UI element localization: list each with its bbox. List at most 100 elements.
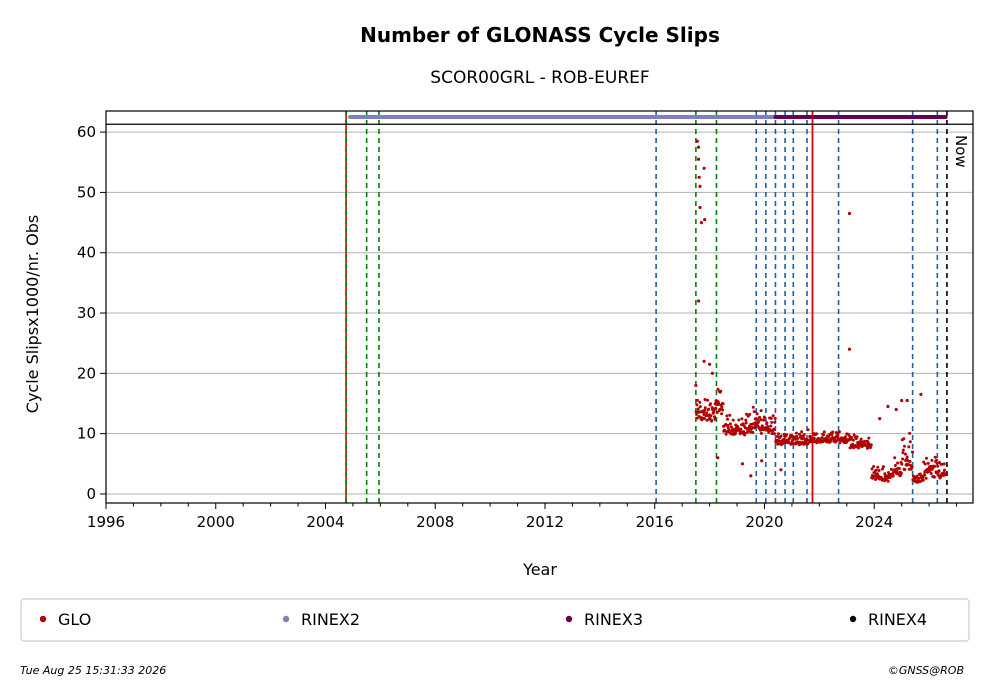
glo-point-201 bbox=[773, 420, 777, 424]
glo-point-347 bbox=[830, 433, 834, 437]
glo-point-529 bbox=[901, 448, 905, 452]
glo-point-327 bbox=[822, 430, 826, 434]
glo-point-286 bbox=[806, 428, 810, 432]
glo-point-602 bbox=[930, 458, 934, 462]
glo-point-269 bbox=[800, 430, 804, 434]
glo-point-547 bbox=[908, 440, 912, 444]
legend-marker-rinex2 bbox=[282, 615, 290, 623]
x-tick-label-1996: 1996 bbox=[87, 513, 125, 531]
glo-point-22 bbox=[703, 408, 707, 412]
glo-point-649 bbox=[708, 362, 712, 366]
glo-point-429 bbox=[862, 440, 866, 443]
glo-point-275 bbox=[802, 442, 806, 446]
x-tick-label-2020: 2020 bbox=[745, 513, 783, 531]
y-axis-label: Cycle Slipsx1000/nr. Obs bbox=[23, 215, 42, 413]
glo-point-144 bbox=[750, 426, 754, 430]
glo-point-166 bbox=[759, 409, 763, 413]
glo-point-50 bbox=[714, 406, 718, 410]
glo-point-660 bbox=[900, 398, 904, 403]
glo-point-189 bbox=[768, 429, 772, 433]
glo-point-87 bbox=[728, 430, 732, 433]
y-tick-label-20: 20 bbox=[77, 364, 96, 382]
glo-point-252 bbox=[793, 437, 797, 441]
glo-point-498 bbox=[889, 467, 893, 471]
glo-point-56 bbox=[716, 387, 720, 391]
glo-point-256 bbox=[794, 431, 798, 435]
data-points bbox=[694, 139, 947, 484]
glo-point-237 bbox=[787, 440, 791, 444]
glo-point-146 bbox=[751, 405, 755, 409]
glo-point-157 bbox=[756, 417, 759, 421]
glo-point-527 bbox=[901, 457, 905, 461]
glo-point-88 bbox=[728, 422, 732, 426]
glo-point-449 bbox=[870, 467, 874, 471]
y-tick-label-40: 40 bbox=[77, 244, 96, 262]
grid bbox=[106, 131, 973, 495]
glo-point-445 bbox=[869, 446, 872, 449]
chart-title: Number of GLONASS Cycle Slips bbox=[360, 23, 720, 47]
event-lines bbox=[106, 111, 973, 503]
glo-point-381 bbox=[844, 435, 847, 439]
glo-point-514 bbox=[896, 461, 900, 465]
glo-point-129 bbox=[745, 412, 748, 416]
glo-point-100 bbox=[733, 432, 737, 436]
glo-point-181 bbox=[765, 421, 769, 425]
glo-point-191 bbox=[769, 424, 773, 428]
glo-point-151 bbox=[753, 417, 757, 421]
glo-point-63 bbox=[719, 389, 723, 393]
glo-point-638 bbox=[697, 145, 701, 149]
glo-point-302 bbox=[812, 436, 816, 440]
glo-point-32 bbox=[707, 407, 711, 411]
glo-point-68 bbox=[721, 408, 725, 412]
glo-point-183 bbox=[766, 425, 770, 429]
glo-point-657 bbox=[847, 347, 852, 351]
glo-point-579 bbox=[921, 475, 925, 479]
glo-point-507 bbox=[893, 456, 897, 460]
glo-point-519 bbox=[897, 467, 901, 470]
glo-point-95 bbox=[731, 418, 735, 422]
glo-point-546 bbox=[908, 460, 912, 463]
glo-point-127 bbox=[744, 418, 748, 422]
glo-point-4 bbox=[696, 398, 699, 402]
glo-point-231 bbox=[785, 433, 789, 437]
glo-point-38 bbox=[709, 414, 713, 418]
glo-point-79 bbox=[725, 414, 729, 418]
glo-point-90 bbox=[729, 425, 733, 429]
glo-point-609 bbox=[933, 464, 937, 468]
glo-point-608 bbox=[932, 475, 936, 479]
glo-point-441 bbox=[867, 436, 871, 440]
glo-point-349 bbox=[831, 430, 835, 434]
glo-point-137 bbox=[748, 412, 752, 416]
y-tick-label-60: 60 bbox=[77, 123, 96, 141]
glo-point-617 bbox=[936, 464, 940, 468]
glo-point-647 bbox=[694, 383, 698, 387]
glo-point-415 bbox=[857, 446, 861, 450]
plot-frame bbox=[105, 110, 974, 504]
glo-point-603 bbox=[930, 467, 934, 471]
glo-point-367 bbox=[838, 441, 842, 445]
glo-point-639 bbox=[697, 157, 701, 161]
glo-point-580 bbox=[921, 478, 925, 482]
now-label: Now bbox=[952, 135, 970, 168]
glo-point-587 bbox=[924, 476, 928, 480]
glo-point-61 bbox=[718, 407, 722, 411]
glo-point-162 bbox=[758, 415, 762, 419]
glo-point-128 bbox=[744, 421, 748, 425]
y-axis-ticks: 0 10 20 30 40 50 60 bbox=[77, 123, 106, 503]
glo-point-634 bbox=[943, 468, 946, 472]
glo-point-80 bbox=[726, 417, 729, 421]
glo-point-1 bbox=[695, 412, 698, 416]
legend-box bbox=[20, 598, 970, 642]
glo-point-307 bbox=[815, 432, 818, 436]
legend-marker-glo bbox=[39, 615, 47, 623]
glo-point-167 bbox=[759, 431, 763, 435]
glo-point-447 bbox=[869, 443, 873, 447]
glo-point-467 bbox=[877, 469, 881, 472]
glo-point-54 bbox=[715, 411, 719, 414]
glo-point-644 bbox=[702, 166, 706, 170]
glo-point-513 bbox=[895, 469, 899, 473]
glo-point-637 bbox=[695, 139, 699, 143]
footer-timestamp: Tue Aug 25 15:31:33 2026 bbox=[20, 664, 166, 677]
glo-point-641 bbox=[698, 184, 702, 188]
